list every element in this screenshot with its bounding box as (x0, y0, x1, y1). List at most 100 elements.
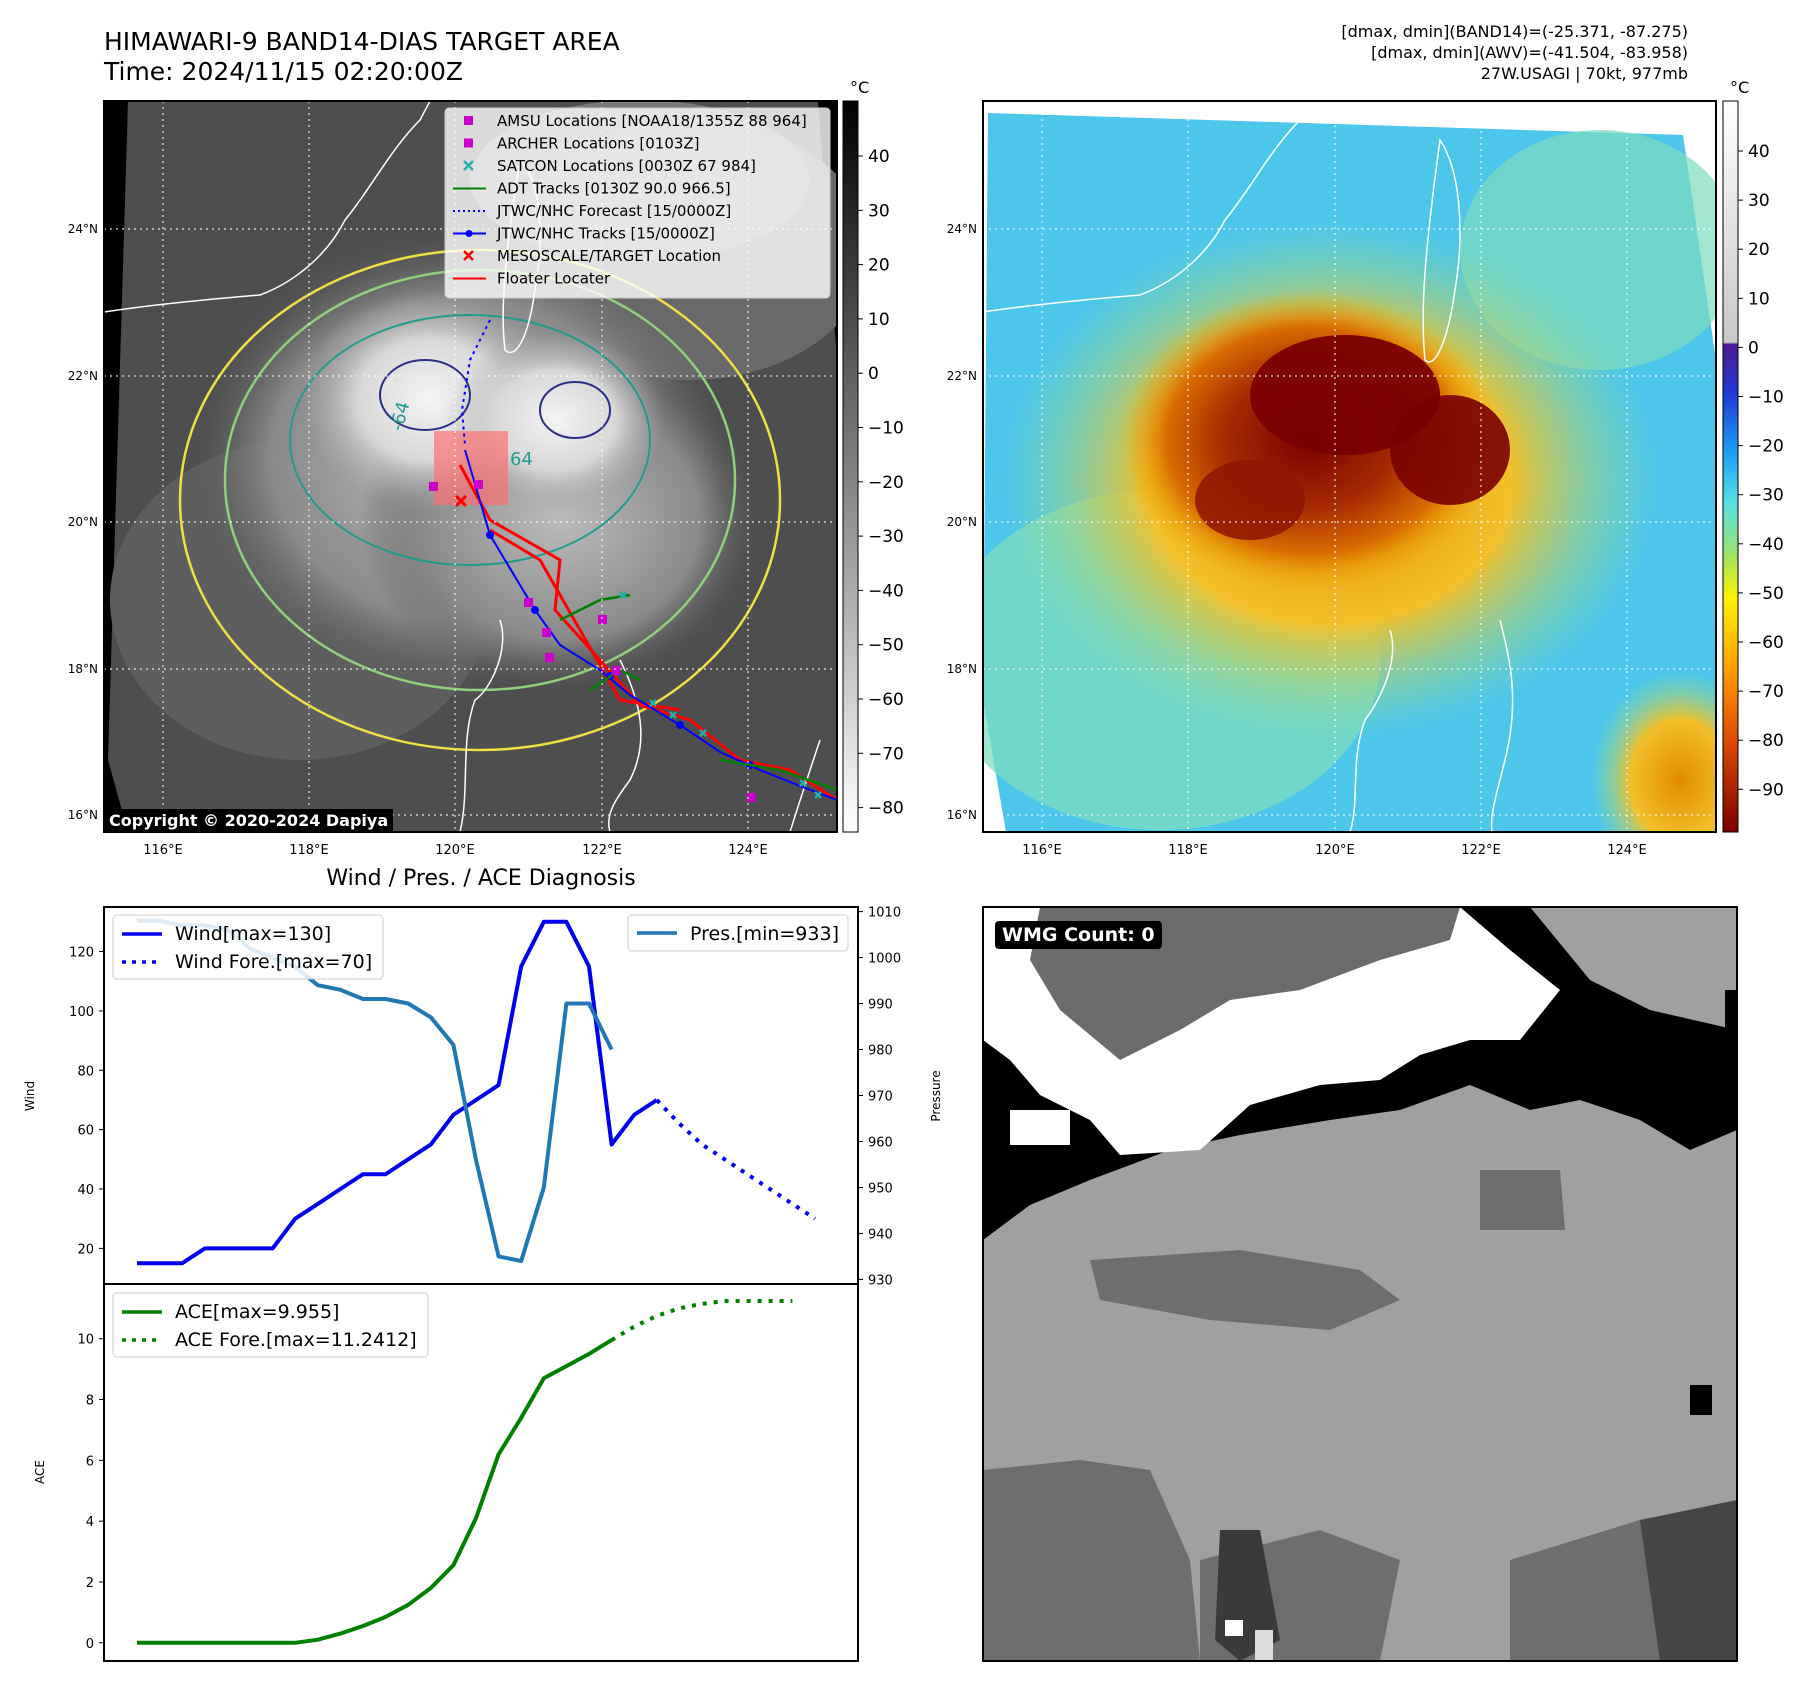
colorbar-tick-label: −10 (868, 419, 904, 439)
ace-line (137, 1338, 613, 1645)
legend-item-label: ADT Tracks [0130Z 90.0 966.5] (497, 180, 731, 198)
colorbar-tick-label: −30 (1748, 486, 1784, 506)
jtwc-forecast-track (460, 319, 491, 446)
wmg-count-badge: WMG Count: 0 (995, 921, 1162, 949)
colorbar-tick-label: 0 (868, 364, 879, 384)
colorbar-tick-label: 20 (868, 256, 890, 276)
awv-map (983, 101, 1716, 832)
colorbar-tick-label: −60 (868, 690, 904, 710)
wind-axis-tick-label: 40 (77, 1183, 94, 1198)
ace-forecast-legend-label: ACE Fore.[max=11.2412] (175, 1329, 417, 1351)
pressure-axis-tick-label: 990 (868, 998, 893, 1013)
lon-label: 122°E (1461, 843, 1501, 858)
pressure-legend-label: Pres.[min=933] (690, 923, 839, 945)
legend-item-label: AMSU Locations [NOAA18/1355Z 88 964] (497, 112, 807, 130)
colorbar-tick-label: 10 (868, 310, 890, 330)
pressure-axis-tick-label: 930 (868, 1273, 893, 1288)
lat-label: 18°N (68, 662, 98, 676)
lon-label: 118°E (289, 843, 329, 858)
ace-axis-tick-label: 6 (86, 1454, 94, 1469)
ace-axis-tick-label: 0 (86, 1637, 94, 1652)
lat-label: 20°N (947, 515, 977, 529)
info-storm: 27W.USAGI | 70kt, 977mb (1480, 64, 1688, 83)
mesoscale-target-marker (454, 494, 468, 508)
colorbar-tick-label: −30 (868, 527, 904, 547)
colorbar-tick-label: 10 (1748, 289, 1770, 309)
lon-label: 124°E (1607, 843, 1647, 858)
ir-map-frame (103, 100, 838, 833)
info-band14: [dmax, dmin](BAND14)=(-25.371, -87.275) (1341, 22, 1688, 41)
lon-label: 118°E (1168, 843, 1208, 858)
colorbar-tick-label: −20 (868, 473, 904, 493)
legend-symbol-x (463, 160, 474, 171)
colorbar-tick-label: −80 (868, 799, 904, 819)
legend-symbol-x (463, 250, 474, 261)
page-title: HIMAWARI-9 BAND14-DIAS TARGET AREA (104, 27, 620, 56)
wind-axis-tick-label: 20 (77, 1242, 94, 1257)
info-awv: [dmax, dmin](AWV)=(-41.504, -83.958) (1371, 43, 1688, 62)
wind-forecast-line (655, 1098, 817, 1221)
colorbar-tick-label: 40 (868, 147, 890, 167)
colorbar-tick-label: 40 (1748, 142, 1770, 162)
lat-label: 24°N (68, 222, 98, 236)
awv-colorbar-unit: °C (1730, 78, 1750, 97)
ir-legend: AMSU Locations [NOAA18/1355Z 88 964] ARCH… (444, 107, 831, 299)
lat-label: 16°N (68, 808, 98, 822)
wind-pressure-panel: 20 40 60 80 100 120 930 940 950 960 970 980 990 1000… (23, 906, 943, 1289)
colorbar-tick-label: −60 (1748, 633, 1784, 653)
ace-forecast-line (610, 1299, 793, 1342)
wmg-panel (982, 906, 1738, 1662)
colorbar-tick-label: −10 (1748, 388, 1784, 408)
colorbar-tick-label: −70 (1748, 682, 1784, 702)
lon-label: 120°E (435, 843, 475, 858)
wind-axis-tick-label: 120 (69, 946, 94, 961)
colorbar-tick-label: −40 (1748, 535, 1784, 555)
pressure-axis-tick-label: 950 (868, 1181, 893, 1196)
wind-axis-label: Wind (23, 1081, 37, 1111)
lat-label: 20°N (68, 515, 98, 529)
pressure-axis-tick-label: 1010 (868, 906, 901, 921)
lon-label: 116°E (143, 843, 183, 858)
legend-item-label: ARCHER Locations [0103Z] (497, 135, 700, 153)
legend-symbol-dot (465, 230, 473, 237)
lon-label: 122°E (582, 843, 622, 858)
pressure-axis-tick-label: 970 (868, 1090, 893, 1105)
pressure-axis-tick-label: 980 (868, 1044, 893, 1059)
colorbar-tick-label: −50 (1748, 584, 1784, 604)
wind-forecast-legend-label: Wind Fore.[max=70] (175, 951, 372, 973)
lon-label: 124°E (728, 843, 768, 858)
lon-label: 116°E (1022, 843, 1062, 858)
jtwc-best-track (464, 449, 837, 801)
pressure-axis-tick-label: 960 (868, 1135, 893, 1150)
lat-label: 16°N (947, 808, 977, 822)
colorbar-tick-label: 30 (868, 201, 890, 221)
ace-axis-label: ACE (33, 1460, 47, 1484)
ace-axis-tick-label: 4 (86, 1515, 94, 1530)
colorbar-tick-label: 20 (1748, 240, 1770, 260)
colorbar-tick-label: 30 (1748, 191, 1770, 211)
ace-panel: 0 2 4 6 8 10 ACE ACE[max=9.955] ACE Fore.[max… (33, 1283, 859, 1662)
legend-item-label: JTWC/NHC Tracks [15/0000Z] (496, 225, 715, 243)
legend-item-label: MESOSCALE/TARGET Location (497, 247, 721, 265)
ace-axis-tick-label: 8 (86, 1394, 94, 1409)
colorbar-tick-label: 0 (1748, 338, 1759, 358)
pressure-legend: Pres.[min=933] (627, 914, 849, 952)
ace-legend: ACE[max=9.955] ACE Fore.[max=11.2412] (112, 1292, 429, 1358)
ir-colorbar: 40 30 20 10 0 −10 −20 −30 −40 −50 −60 −70 −80 (842, 100, 904, 833)
lat-label: 22°N (947, 369, 977, 383)
coastline (104, 101, 431, 313)
pressure-axis-label: Pressure (929, 1070, 943, 1121)
awv-map-frame (982, 100, 1717, 833)
legend-symbol-square (464, 138, 473, 148)
ace-axis-tick-label: 2 (86, 1576, 94, 1591)
colorbar-tick-label: −90 (1748, 780, 1784, 800)
lat-label: 24°N (947, 222, 977, 236)
awv-colorbar: 40 30 20 10 0 −10 −20 −30 −40 −50 −60 −70 −80 −90 (1722, 100, 1784, 833)
lat-label: 18°N (947, 662, 977, 676)
colorbar-tick-label: −20 (1748, 437, 1784, 457)
wind-axis-tick-label: 60 (77, 1124, 94, 1139)
colorbar-tick-label: −80 (1748, 731, 1784, 751)
legend-item-label: JTWC/NHC Forecast [15/0000Z] (496, 202, 731, 220)
diagnosis-title: Wind / Pres. / ACE Diagnosis (326, 866, 635, 891)
